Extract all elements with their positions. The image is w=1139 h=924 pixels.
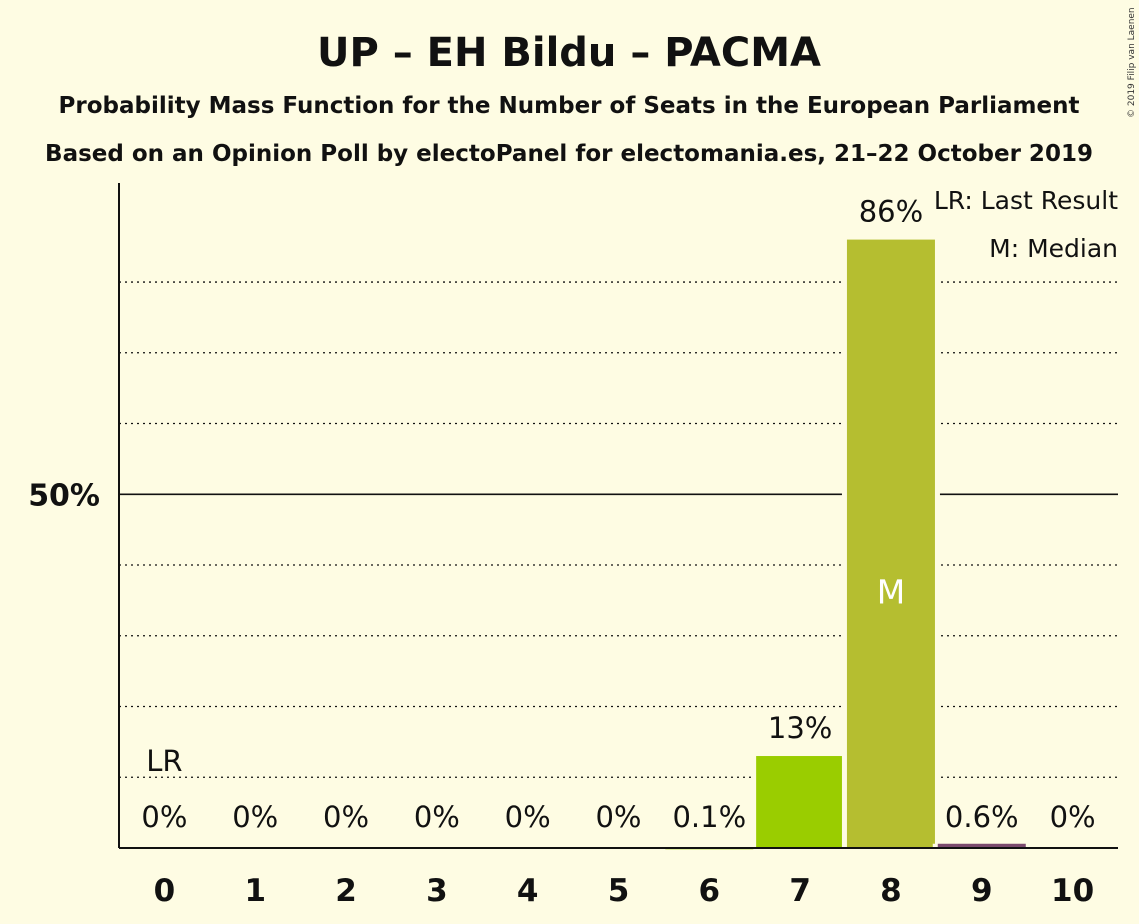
last-result-marker: LR [146, 744, 182, 778]
value-label-9: 0.6% [945, 800, 1019, 834]
x-tick-label-2: 2 [335, 873, 357, 909]
copyright-note: © 2019 Filip van Laenen [1127, 7, 1137, 118]
value-label-3: 0% [414, 800, 460, 834]
x-tick-label-6: 6 [699, 873, 721, 909]
x-tick-label-8: 8 [880, 873, 902, 909]
value-label-10: 0% [1050, 800, 1096, 834]
chart-title: UP – EH Bildu – PACMA [317, 30, 821, 76]
x-tick-label-4: 4 [517, 873, 539, 909]
value-label-0: 0% [141, 800, 187, 834]
x-tick-label-3: 3 [426, 873, 448, 909]
bar-seat-9 [937, 843, 1026, 848]
gridlines [119, 281, 1118, 778]
value-label-1: 0% [232, 800, 278, 834]
axes: 50% 0 1 2 3 4 5 6 7 8 9 10 [28, 183, 1118, 909]
chart-subtitle: Probability Mass Function for the Number… [59, 93, 1080, 119]
x-tick-label-7: 7 [789, 873, 811, 909]
value-label-6: 0.1% [672, 800, 746, 834]
x-tick-label-9: 9 [971, 873, 993, 909]
bars [660, 239, 1031, 850]
bar-seat-8 [846, 239, 935, 848]
value-label-4: 0% [505, 800, 551, 834]
x-tick-label-5: 5 [608, 873, 630, 909]
bar-seat-7 [756, 756, 845, 848]
x-tick-label-0: 0 [154, 873, 176, 909]
value-label-8: 86% [859, 195, 923, 229]
median-marker: M [877, 572, 905, 611]
value-label-7: 13% [768, 711, 832, 745]
legend-median: M: Median [989, 234, 1118, 263]
x-tick-label-10: 10 [1051, 873, 1094, 909]
value-label-5: 0% [595, 800, 641, 834]
chart-source: Based on an Opinion Poll by electoPanel … [45, 141, 1093, 167]
value-labels: 0% LR 0% 0% 0% 0% 0% 0.1% 13% 86% M 0.6% 0% [141, 195, 1095, 834]
y-tick-label: 50% [28, 478, 100, 513]
legend-last-result: LR: Last Result [934, 186, 1118, 215]
x-tick-label-1: 1 [244, 873, 266, 909]
value-label-2: 0% [323, 800, 369, 834]
